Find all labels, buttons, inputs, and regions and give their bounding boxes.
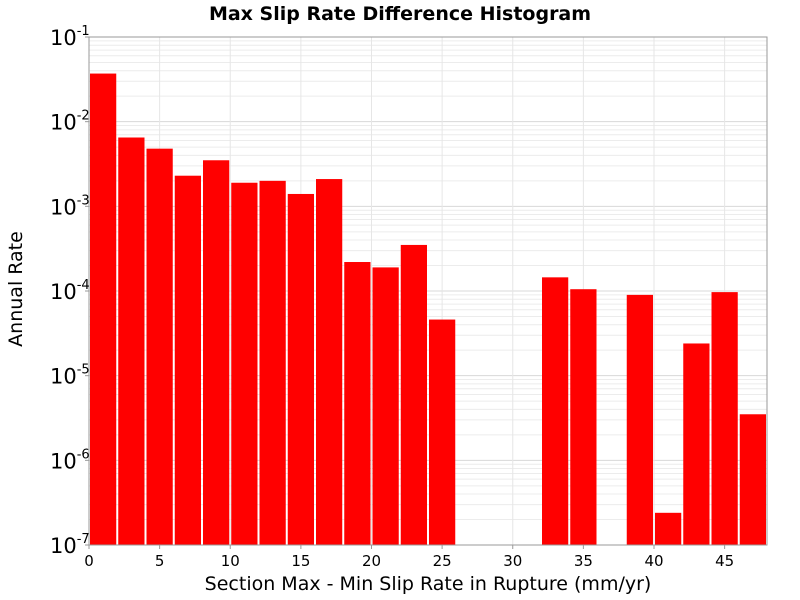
- histogram-bar: [174, 175, 201, 546]
- y-tick-label: 10-5: [50, 363, 90, 389]
- chart-title: Max Slip Rate Difference Histogram: [209, 3, 591, 25]
- histogram-bar: [146, 148, 173, 545]
- x-tick-label: 40: [644, 552, 663, 570]
- x-tick-label: 30: [503, 552, 522, 570]
- histogram-bar: [118, 137, 145, 546]
- histogram-bar: [400, 244, 427, 545]
- x-axis-label: Section Max - Min Slip Rate in Rupture (…: [205, 573, 652, 595]
- histogram-bar: [372, 267, 399, 545]
- x-axis-ticks: 0 5 10 15 20 25 30 35 40 45: [84, 545, 734, 570]
- x-tick-label: 15: [291, 552, 310, 570]
- histogram-bar: [259, 180, 286, 545]
- x-tick-label: 5: [155, 552, 165, 570]
- histogram-bar: [344, 262, 371, 545]
- y-tick-label: 10-2: [50, 109, 90, 135]
- y-tick-label: 10-1: [50, 24, 90, 50]
- histogram-bar: [711, 292, 738, 545]
- histogram-bar: [203, 160, 230, 545]
- histogram-bar: [655, 512, 682, 545]
- histogram-bar: [287, 193, 314, 545]
- y-tick-label: 10-3: [50, 193, 90, 219]
- y-tick-label: 10-4: [50, 278, 90, 304]
- x-tick-label: 20: [362, 552, 381, 570]
- x-tick-label: 25: [433, 552, 452, 570]
- histogram-bar: [683, 343, 710, 545]
- y-tick-label: 10-6: [50, 447, 90, 473]
- bars: [90, 73, 766, 546]
- grid: [88, 37, 767, 546]
- x-tick-label: 0: [84, 552, 94, 570]
- histogram-bar: [739, 414, 766, 545]
- histogram-bar: [90, 73, 117, 545]
- y-tick-label: 10-7: [50, 532, 90, 558]
- histogram-bar: [429, 319, 456, 545]
- x-tick-label: 35: [574, 552, 593, 570]
- histogram-bar: [626, 294, 653, 545]
- x-tick-label: 45: [715, 552, 734, 570]
- y-axis-ticks: 10-7 10-6 10-5 10-4 10-3 10-2 10-1: [50, 24, 90, 558]
- histogram-bar: [231, 182, 258, 546]
- histogram-bar: [316, 179, 343, 545]
- histogram-bar: [542, 277, 569, 545]
- histogram-bar: [570, 289, 597, 545]
- x-tick-label: 10: [221, 552, 240, 570]
- y-axis-label: Annual Rate: [5, 231, 27, 347]
